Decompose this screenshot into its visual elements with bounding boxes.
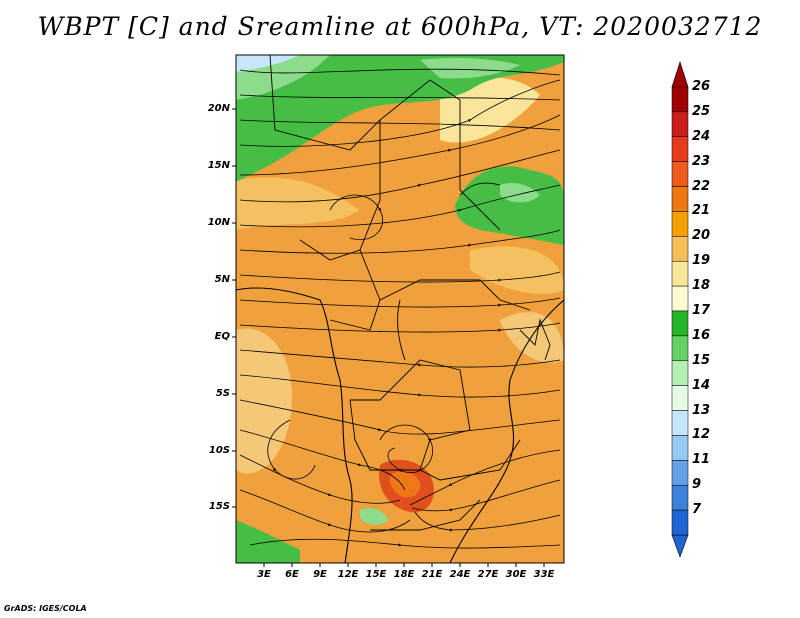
- colorbar-label: 7: [692, 502, 702, 518]
- colorbar-label: 15: [692, 352, 711, 368]
- colorbar-box: [671, 484, 689, 511]
- lat-label-5s: 5S: [215, 388, 230, 399]
- colorbar-box: [671, 236, 689, 262]
- colorbar-label: 21: [692, 203, 711, 219]
- colorbar-box: [671, 211, 689, 237]
- wbpt-field-20-west: [236, 328, 292, 474]
- colorbar-label: 22: [692, 178, 711, 194]
- wbpt-field-19-ne: [440, 77, 540, 143]
- lat-label-10n: 10N: [207, 217, 230, 228]
- colorbar-box: [671, 136, 689, 162]
- colorbar-label: 16: [692, 327, 711, 343]
- colorbar-label: 18: [692, 278, 711, 294]
- lat-label-15n: 15N: [207, 160, 230, 171]
- colorbar-box: [671, 161, 689, 187]
- lon-label-15e: 15E: [365, 569, 387, 580]
- colorbar-label: 12: [692, 427, 711, 443]
- lon-label-9e: 9E: [313, 569, 327, 580]
- colorbar-top-triangle: [671, 61, 689, 88]
- lon-label-21e: 21E: [421, 569, 443, 580]
- lon-label-33e: 33E: [533, 569, 555, 580]
- wbpt-field-17-sw: [236, 520, 300, 563]
- wbpt-field-17-north: [236, 55, 564, 182]
- colorbar-label: 26: [692, 79, 711, 94]
- lon-label-6e: 6E: [285, 569, 299, 580]
- map-panel: [236, 55, 564, 563]
- colorbar-label: 14: [692, 377, 711, 393]
- wbpt-field-16-south: [360, 508, 388, 525]
- colorbar-label: 24: [692, 128, 711, 144]
- colorbar-box: [671, 285, 689, 312]
- colorbar-box: [671, 335, 689, 362]
- lon-label-18e: 18E: [393, 569, 415, 580]
- colorbar-label: 9: [692, 477, 702, 493]
- colorbar-box: [671, 460, 689, 486]
- colorbar-label: 17: [692, 303, 711, 318]
- colorbar-box: [671, 86, 689, 113]
- lat-label-eq: EQ: [214, 331, 230, 342]
- colorbar-box: [671, 310, 689, 337]
- streamlines: [239, 68, 561, 549]
- colorbar-label: 23: [692, 153, 711, 169]
- lon-label-27e: 27E: [477, 569, 499, 580]
- colorbar-box: [671, 385, 689, 411]
- wbpt-field-17-east: [455, 166, 564, 245]
- colorbar-box: [671, 186, 689, 212]
- colorbar-box: [671, 509, 689, 536]
- lat-label-5n: 5N: [214, 274, 230, 285]
- lon-label-3e: 3E: [257, 569, 271, 580]
- lon-label-30e: 30E: [505, 569, 527, 580]
- colorbar-bottom-triangle: [671, 534, 689, 558]
- wbpt-field-22-max: [389, 471, 421, 498]
- wbpt-field-16-ne: [420, 57, 520, 79]
- colorbar-label: 13: [692, 402, 711, 418]
- colorbar-box: [671, 111, 689, 138]
- wbpt-field-20-east: [470, 246, 564, 294]
- colorbar-label: 11: [692, 452, 711, 468]
- wbpt-field-20-north: [236, 177, 360, 230]
- lon-label-24e: 24E: [449, 569, 471, 580]
- colorbar-label: 20: [692, 228, 711, 244]
- wbpt-field-16-east: [500, 183, 540, 203]
- lon-label-12e: 12E: [337, 569, 359, 580]
- map-frame: [235, 54, 565, 564]
- chart-title: WBPT [C] and Sreamline at 600hPa, VT: 20…: [37, 12, 763, 41]
- colorbar-label: 19: [692, 253, 711, 269]
- axis-ticks: [232, 108, 545, 567]
- colorbar-label: 25: [692, 103, 711, 119]
- lat-label-15s: 15S: [208, 501, 230, 512]
- wbpt-field-15-north: [236, 55, 300, 72]
- colorbar-box: [671, 260, 689, 287]
- colorbar-box: [671, 435, 689, 461]
- lat-label-10s: 10S: [208, 445, 230, 456]
- colorbar-box: [671, 410, 689, 436]
- grads-credit: GrADS: IGES/COLA: [4, 604, 87, 613]
- lat-label-20n: 20N: [207, 103, 230, 114]
- colorbar-box: [671, 360, 689, 386]
- colorbar: [671, 61, 689, 558]
- country-borders: [236, 55, 564, 563]
